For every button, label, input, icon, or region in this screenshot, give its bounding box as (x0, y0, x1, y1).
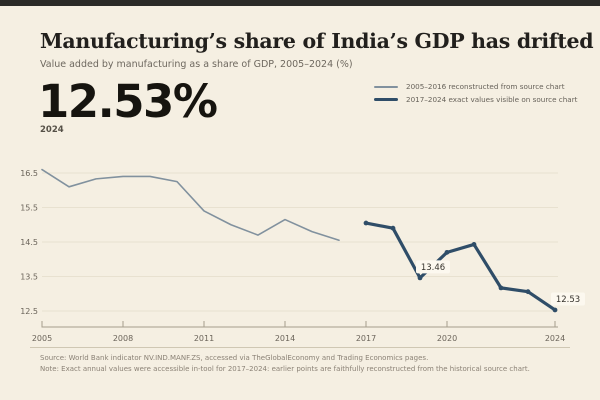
value-label-box (551, 292, 585, 306)
data-point (525, 289, 531, 295)
legend-item-0: 2005–2016 reconstructed from source char… (374, 80, 577, 93)
x-tick-label: 2024 (545, 334, 565, 343)
y-tick-label: 14.5 (20, 238, 38, 247)
headline-value: 12.53% (38, 75, 218, 128)
series-line-1 (364, 221, 557, 312)
y-tick-label: 15.5 (20, 204, 38, 213)
chart-legend: 2005–2016 reconstructed from source char… (374, 80, 577, 106)
value-label-box (416, 260, 450, 274)
y-tick-label: 13.5 (20, 273, 38, 282)
data-point (363, 220, 369, 226)
data-point (552, 307, 558, 313)
page-subtitle: Value added by manufacturing as a share … (40, 59, 353, 70)
x-tick-label: 2005 (32, 334, 52, 343)
data-point (444, 249, 450, 255)
y-tick-label: 16.5 (20, 169, 38, 178)
x-tick-label: 2017 (356, 334, 376, 343)
x-tick-label: 2008 (113, 334, 133, 343)
page-title: Manufacturing’s share of India’s GDP has… (40, 29, 594, 53)
x-tick-label: 2020 (437, 334, 457, 343)
footer: Source: World Bank indicator NV.IND.MANF… (40, 353, 530, 375)
footer-divider (30, 347, 570, 348)
data-point (417, 275, 423, 281)
data-point (390, 225, 396, 231)
source-note: Source: World Bank indicator NV.IND.MANF… (40, 354, 429, 362)
legend-line-swatch (374, 98, 398, 101)
methodology-note: Note: Exact annual values were accessibl… (40, 365, 530, 373)
x-tick-label: 2014 (275, 334, 295, 343)
data-point (498, 285, 504, 291)
value-label: 12.53 (556, 295, 580, 305)
y-tick-label: 12.5 (20, 307, 38, 316)
value-label: 13.46 (421, 263, 445, 273)
top-accent-bar (0, 0, 600, 6)
legend-item-1: 2017–2024 exact values visible on source… (374, 93, 577, 106)
headline-year: 2024 (40, 125, 64, 135)
series-line-0 (41, 168, 340, 242)
legend-line-swatch (374, 85, 398, 88)
data-point (471, 242, 477, 247)
x-tick-label: 2011 (194, 334, 214, 343)
legend-label: 2017–2024 exact values visible on source… (406, 95, 578, 104)
legend-label: 2005–2016 reconstructed from source char… (406, 82, 565, 91)
